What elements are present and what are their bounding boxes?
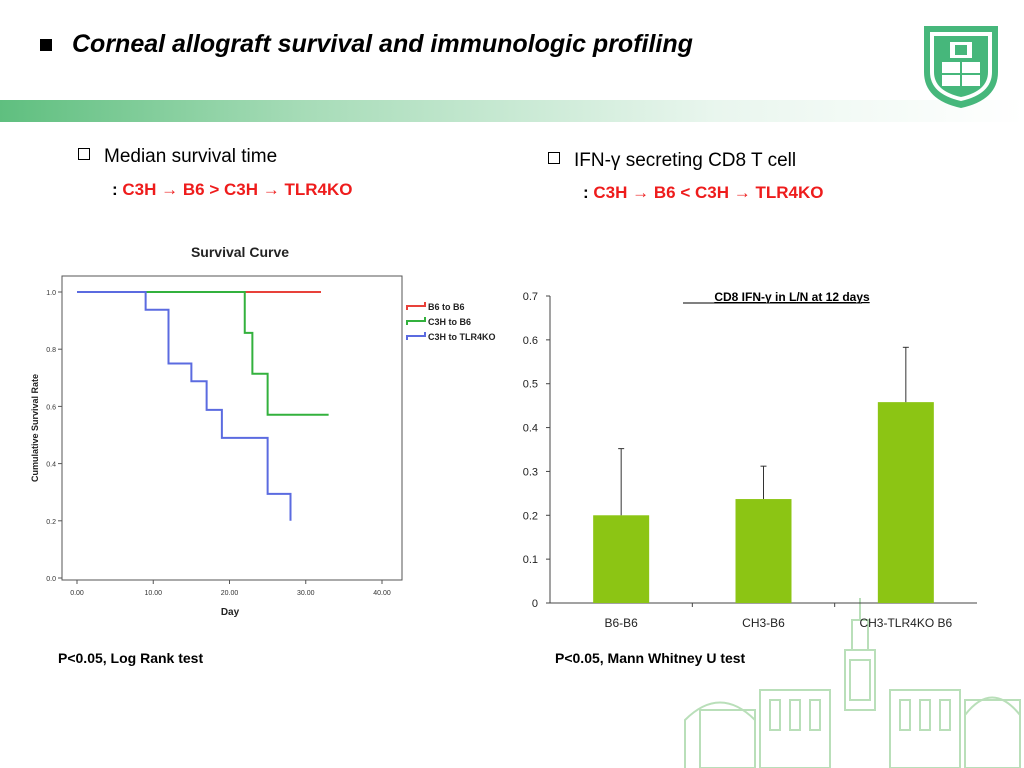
- x-tick-label: 30.00: [297, 590, 315, 597]
- category-label-2: CH3-TLR4KO B6: [859, 616, 952, 630]
- legend-swatch-0: [406, 302, 426, 310]
- y-tick-label: 0.4: [46, 462, 56, 469]
- y-tick-label: 0.2: [523, 510, 538, 522]
- legend-label-0: B6 to B6: [428, 302, 465, 312]
- university-logo: [924, 26, 998, 108]
- category-label-1: CH3-B6: [742, 616, 785, 630]
- right-heading: IFN-γ secreting CD8 T cell: [548, 150, 796, 172]
- x-tick-label: 0.00: [70, 590, 84, 597]
- y-tick-label: 0.6: [523, 335, 538, 347]
- bar-chart-title: CD8 IFN-γ in L/N at 12 days: [714, 290, 870, 304]
- y-tick-label: 0: [532, 598, 538, 610]
- x-tick-label: 20.00: [221, 590, 239, 597]
- title-band: [0, 100, 1024, 122]
- ifn-bar-chart: 0 0.1 0.2 0.3 0.4 0.5 0.6 0.7 B6-B6 CH3-B6 CH3-TLR…: [523, 290, 977, 630]
- legend-label-2: C3H to TLR4KO: [428, 332, 496, 342]
- legend-swatch-1: [406, 317, 426, 325]
- left-heading: Median survival time: [78, 146, 277, 168]
- checkbox-bullet-icon: [78, 148, 90, 160]
- legend-swatch-2: [406, 332, 426, 340]
- building-watermark: [684, 598, 1021, 768]
- y-axis-label: Cumulative Survival Rate: [30, 374, 40, 482]
- right-detail: : C3H → B6 < C3H → TLR4KO: [583, 183, 824, 202]
- left-detail: : C3H → B6 > C3H → TLR4KO: [112, 180, 353, 199]
- bar-1: [735, 499, 792, 603]
- y-tick-label: 1.0: [46, 290, 56, 297]
- survival-plot-frame: [61, 275, 403, 581]
- series-line-c3h-to-tlr4ko: [77, 291, 292, 521]
- x-tick-label: 40.00: [373, 590, 391, 597]
- y-tick-label: 0.7: [523, 291, 538, 303]
- x-tick-label: 10.00: [144, 590, 162, 597]
- left-footnote: P<0.05, Log Rank test: [58, 650, 204, 666]
- bar-2: [877, 402, 934, 603]
- y-tick-label: 0.1: [523, 554, 538, 566]
- right-heading-text: IFN-γ secreting CD8 T cell: [574, 150, 797, 171]
- y-tick-label: 0.0: [46, 576, 56, 583]
- square-bullet-icon: [40, 38, 52, 51]
- y-tick-label: 0.4: [523, 423, 538, 435]
- survival-chart-title: Survival Curve: [191, 244, 289, 260]
- checkbox-bullet-icon: [548, 152, 560, 164]
- y-tick-label: 0.2: [46, 519, 56, 526]
- left-heading-text: Median survival time: [104, 146, 278, 167]
- y-tick-label: 0.3: [523, 466, 538, 478]
- series-line-c3h-to-b6: [145, 291, 329, 416]
- slide-title: Corneal allograft survival and immunolog…: [72, 30, 693, 58]
- y-tick-label: 0.6: [46, 404, 56, 411]
- title-row: Corneal allograft survival and immunolog…: [40, 30, 693, 59]
- category-label-0: B6-B6: [604, 616, 638, 630]
- survival-chart: Survival Curve 0.0 0.2 0.4 0.6 0.8 1.0 0.00 10.0…: [30, 244, 496, 618]
- right-footnote: P<0.05, Mann Whitney U test: [555, 650, 746, 666]
- y-tick-label: 0.5: [523, 379, 538, 391]
- x-axis-label: Day: [221, 607, 240, 618]
- bar-0: [593, 515, 650, 603]
- legend-label-1: C3H to B6: [428, 317, 471, 327]
- y-tick-label: 0.8: [46, 347, 56, 354]
